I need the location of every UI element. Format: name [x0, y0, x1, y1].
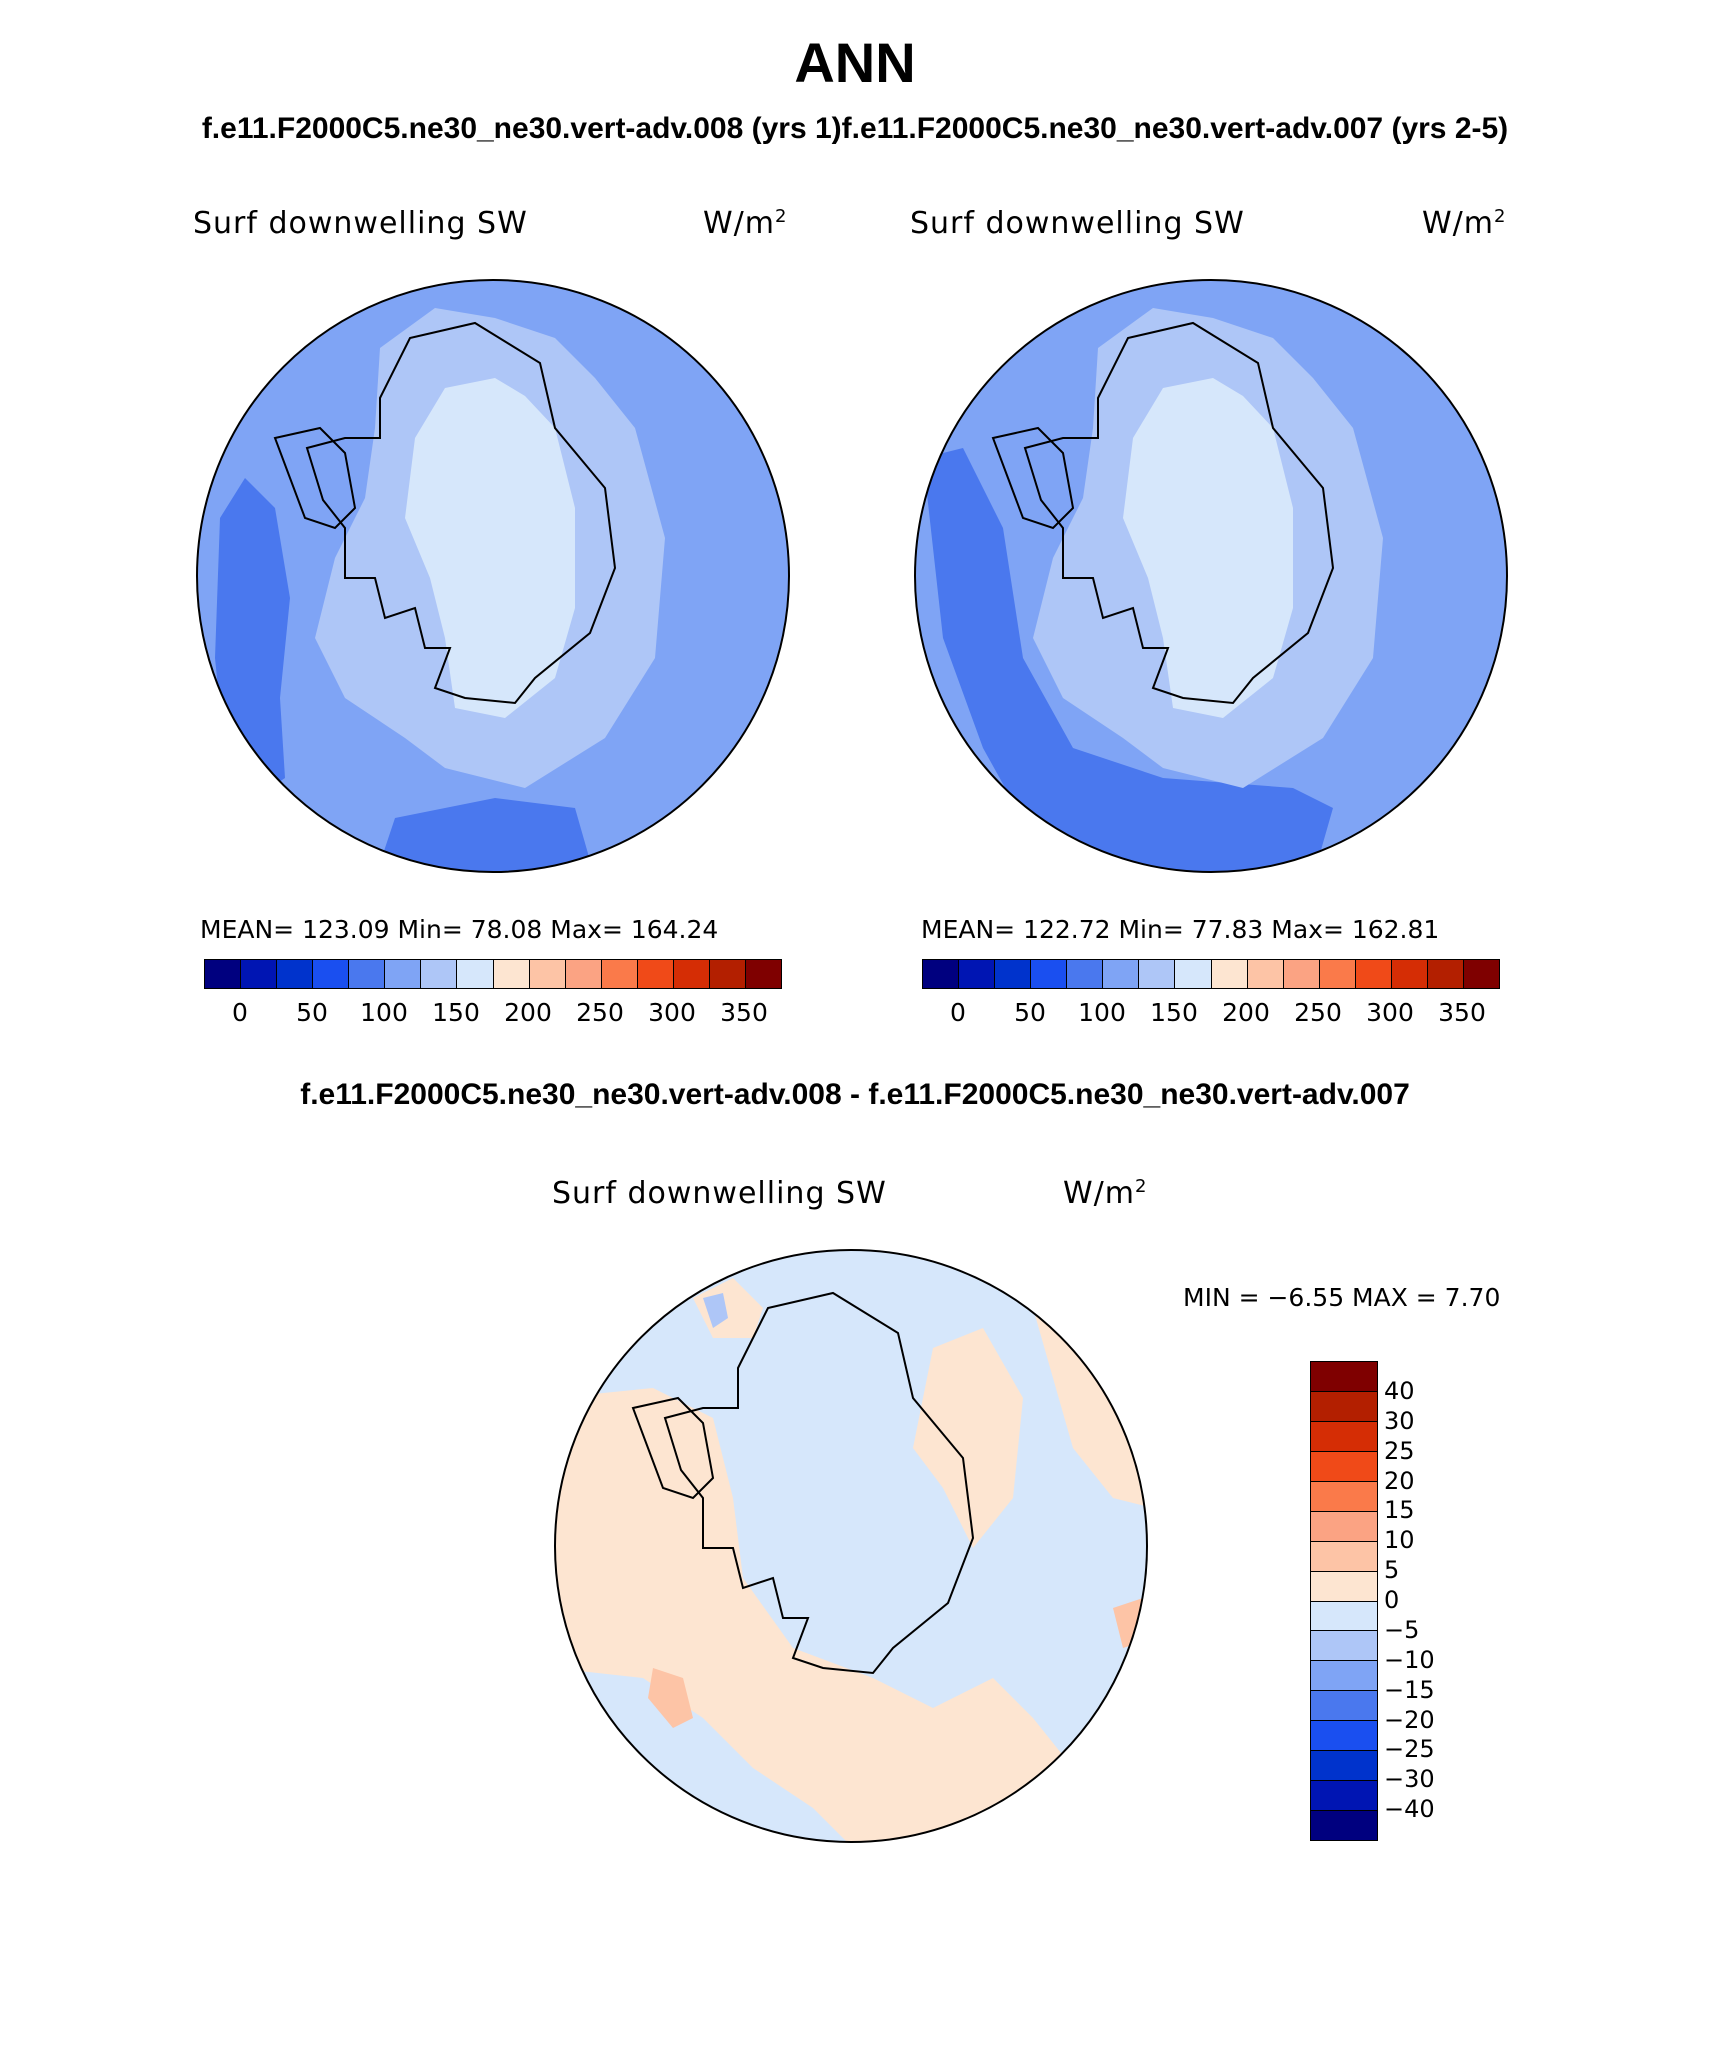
colorbar-tick-label: 50	[1014, 998, 1046, 1027]
colorbar-tick-label: 200	[1222, 998, 1270, 1027]
colorbar-swatch	[1311, 1751, 1377, 1782]
colorbar-swatch	[1311, 1541, 1377, 1572]
colorbar-swatch	[1311, 1721, 1377, 1752]
colorbar-tick-label: 50	[296, 998, 328, 1027]
colorbar-swatch	[385, 960, 422, 988]
colorbar-swatch	[923, 960, 960, 988]
colorbar-swatch	[1391, 960, 1428, 988]
colorbar-swatch	[1283, 960, 1320, 988]
colorbar-tick-label: 100	[360, 998, 408, 1027]
colorbar-tick-label: 250	[576, 998, 624, 1027]
colorbar-swatch	[205, 960, 242, 988]
colorbar-tick-label: 350	[1438, 998, 1486, 1027]
colorbar-panel1-ticks: 0 50 100 150 200 250 300 350	[204, 998, 780, 1030]
colorbar-tick-label: −15	[1384, 1675, 1435, 1704]
colorbar-tick-label: 0	[232, 998, 248, 1027]
colorbar-difference	[1310, 1361, 1378, 1841]
colorbar-swatch	[709, 960, 746, 988]
colorbar-swatch	[1311, 1362, 1377, 1392]
colorbar-tick-label: 150	[432, 998, 480, 1027]
colorbar-panel1	[204, 959, 782, 989]
panel2-variable: Surf downwelling SW	[910, 206, 1245, 241]
colorbar-tick-label: 15	[1384, 1496, 1415, 1525]
case-subtitle: f.e11.F2000C5.ne30_ne30.vert-adv.008 (yr…	[201, 112, 1509, 145]
colorbar-swatch	[1311, 1391, 1377, 1422]
colorbar-tick-label: 350	[720, 998, 768, 1027]
diff-stats: MIN = −6.55 MAX = 7.70	[1183, 1283, 1501, 1312]
colorbar-swatch	[1311, 1811, 1377, 1840]
colorbar-swatch	[1247, 960, 1284, 988]
colorbar-tick-label: 20	[1384, 1466, 1415, 1495]
colorbar-tick-label: 100	[1078, 998, 1126, 1027]
colorbar-swatch	[349, 960, 386, 988]
colorbar-swatch	[1427, 960, 1464, 988]
colorbar-tick-label: −20	[1384, 1705, 1435, 1734]
panel1-units: W/m2	[703, 206, 788, 241]
colorbar-swatch	[1175, 960, 1212, 988]
colorbar-tick-label: 0	[1384, 1586, 1400, 1614]
colorbar-tick-label: −25	[1384, 1735, 1435, 1764]
panel1-stats: MEAN= 123.09 Min= 78.08 Max= 164.24	[200, 915, 719, 944]
colorbar-swatch	[637, 960, 674, 988]
colorbar-tick-label: −30	[1384, 1765, 1435, 1794]
panel2-stats: MEAN= 122.72 Min= 77.83 Max= 162.81	[921, 915, 1440, 944]
map-panel-2	[914, 279, 1508, 873]
colorbar-swatch	[421, 960, 458, 988]
colorbar-swatch	[1463, 960, 1499, 988]
colorbar-swatch	[995, 960, 1032, 988]
colorbar-swatch	[1311, 1631, 1377, 1662]
colorbar-swatch	[959, 960, 996, 988]
colorbar-swatch	[313, 960, 350, 988]
colorbar-tick-label: 250	[1294, 998, 1342, 1027]
colorbar-tick-label: 10	[1384, 1526, 1415, 1555]
colorbar-swatch	[1355, 960, 1392, 988]
colorbar-tick-label: 0	[950, 998, 966, 1027]
colorbar-swatch	[1311, 1781, 1377, 1812]
colorbar-tick-label: −40	[1384, 1795, 1435, 1824]
difference-title: f.e11.F2000C5.ne30_ne30.vert-adv.008 - f…	[300, 1078, 1410, 1111]
colorbar-swatch	[1311, 1481, 1377, 1512]
colorbar-panel2-ticks: 0 50 100 150 200 250 300 350	[922, 998, 1498, 1030]
colorbar-swatch	[1311, 1661, 1377, 1692]
colorbar-swatch	[277, 960, 314, 988]
colorbar-tick-label: 5	[1384, 1556, 1400, 1585]
diff-variable: Surf downwelling SW	[552, 1176, 887, 1211]
colorbar-swatch	[1139, 960, 1176, 988]
colorbar-swatch	[1311, 1601, 1377, 1632]
colorbar-panel2	[922, 959, 1500, 989]
diff-units: W/m2	[1063, 1176, 1148, 1211]
colorbar-tick-label: 300	[1366, 998, 1414, 1027]
colorbar-swatch	[673, 960, 710, 988]
map-panel-1	[196, 279, 790, 873]
colorbar-swatch	[1211, 960, 1248, 988]
map-difference	[554, 1249, 1148, 1843]
colorbar-swatch	[1311, 1451, 1377, 1482]
colorbar-tick-label: 150	[1150, 998, 1198, 1027]
colorbar-tick-label: 300	[648, 998, 696, 1027]
colorbar-tick-label: 200	[504, 998, 552, 1027]
colorbar-swatch	[1103, 960, 1140, 988]
colorbar-swatch	[745, 960, 781, 988]
colorbar-tick-label: −5	[1384, 1615, 1420, 1644]
colorbar-swatch	[601, 960, 638, 988]
colorbar-swatch	[1311, 1691, 1377, 1722]
colorbar-tick-label: −10	[1384, 1645, 1435, 1674]
colorbar-swatch	[241, 960, 278, 988]
colorbar-swatch	[1311, 1511, 1377, 1542]
panel1-variable: Surf downwelling SW	[193, 206, 528, 241]
colorbar-tick-label: 40	[1384, 1376, 1415, 1405]
colorbar-swatch	[1031, 960, 1068, 988]
colorbar-swatch	[565, 960, 602, 988]
colorbar-swatch	[1311, 1571, 1377, 1602]
colorbar-tick-label: 25	[1384, 1436, 1415, 1465]
page-title: ANN	[794, 31, 916, 94]
colorbar-swatch	[493, 960, 530, 988]
colorbar-swatch	[1319, 960, 1356, 988]
colorbar-swatch	[529, 960, 566, 988]
colorbar-swatch	[1311, 1421, 1377, 1452]
colorbar-tick-label: 30	[1384, 1406, 1415, 1435]
colorbar-swatch	[457, 960, 494, 988]
panel2-units: W/m2	[1422, 206, 1507, 241]
colorbar-swatch	[1067, 960, 1104, 988]
